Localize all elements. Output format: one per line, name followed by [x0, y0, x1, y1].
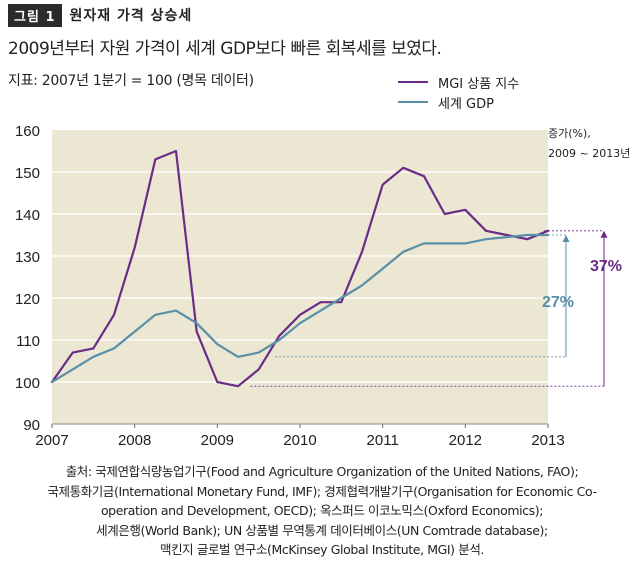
- y-tick-label: 150: [15, 165, 40, 182]
- x-tick-label: 2008: [118, 432, 151, 449]
- x-tick-label: 2007: [35, 432, 68, 449]
- y-tick-label: 90: [23, 417, 40, 434]
- y-tick-label: 130: [15, 249, 40, 266]
- figure-header: 그림 1 원자재 가격 상승세: [8, 3, 193, 27]
- legend-item-gdp: 세계 GDP: [398, 92, 519, 112]
- legend-label-gdp: 세계 GDP: [438, 96, 494, 112]
- growth-label-line2: 2009 ~ 2013년: [548, 147, 631, 160]
- legend: MGI 상품 지수 세계 GDP: [398, 72, 519, 112]
- annotation-arrowhead: [600, 230, 608, 238]
- legend-item-mgi: MGI 상품 지수: [398, 72, 519, 92]
- y-tick-label: 140: [15, 207, 40, 224]
- y-tick-label: 100: [15, 375, 40, 392]
- plot-area: [52, 130, 548, 424]
- figure-label: 그림 1: [8, 3, 62, 27]
- series-line-gdp: [50, 233, 550, 384]
- growth-label: 증가(%), 2009 ~ 2013년: [548, 124, 630, 164]
- source-line: operation and Development, OECD); 옥스퍼드 이…: [100, 503, 544, 518]
- annotation-label: 27%: [542, 294, 574, 311]
- x-tick-label: 2011: [367, 432, 399, 449]
- annotation-arrowhead: [562, 235, 570, 242]
- annotation-label: 37%: [590, 258, 622, 275]
- source-line: 세계은행(World Bank); UN 상품별 무역통계 데이터베이스(UN …: [96, 522, 548, 538]
- chart-subtitle: 2009년부터 자원 가격이 세계 GDP보다 빠른 회복세를 보였다.: [8, 39, 442, 59]
- figure-title: 원자재 가격 상승세: [69, 8, 193, 24]
- source-line: 출처: 국제연합식량농업기구(Food and Agriculture Orga…: [65, 464, 579, 479]
- x-tick-label: 2010: [283, 432, 316, 449]
- series-line-mgi: [50, 149, 550, 388]
- source-line: 맥킨지 글로벌 연구소(McKinsey Global Institute, M…: [159, 542, 485, 557]
- y-tick-label: 120: [15, 291, 40, 308]
- x-tick-label: 2009: [201, 432, 234, 449]
- legend-swatch-gdp: [398, 101, 428, 103]
- x-tick-label: 2013: [531, 432, 564, 449]
- growth-label-line1: 증가(%),: [548, 127, 591, 140]
- source-note: 출처: 국제연합식량농업기구(Food and Agriculture Orga…: [22, 462, 622, 560]
- legend-swatch-mgi: [398, 81, 428, 83]
- legend-label-mgi: MGI 상품 지수: [438, 76, 520, 92]
- y-tick-label: 160: [15, 123, 40, 140]
- x-tick-label: 2012: [449, 432, 482, 449]
- index-note: 지표: 2007년 1분기 = 100 (명목 데이터): [8, 73, 254, 89]
- source-line: 국제통화기금(International Monetary Fund, IMF)…: [47, 483, 597, 499]
- y-tick-label: 110: [16, 333, 40, 350]
